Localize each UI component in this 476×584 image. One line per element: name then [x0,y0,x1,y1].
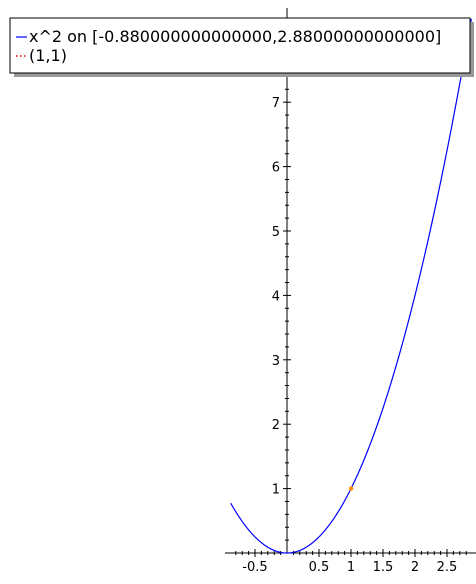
y-tick-label: 6 [272,161,280,176]
legend-box [9,17,471,74]
y-tick-label: 5 [272,225,280,240]
y-tick-label: 4 [272,289,280,304]
y-tick-label: 1 [272,483,280,498]
y-tick-label: 3 [272,354,280,369]
x-tick-label: 1.5 [373,560,394,575]
legend-label-point: (1,1) [29,46,67,65]
point-marker [348,486,354,491]
legend-label-function: x^2 on [-0.880000000000000,2.88000000000… [29,27,441,46]
legend: x^2 on [-0.880000000000000,2.88000000000… [9,17,474,77]
x-tick-label: 0.5 [309,560,330,575]
series-line-x-squared [230,18,472,554]
y-tick-label: 2 [272,418,280,433]
axes: -0.5 0.5 1 1.5 2 2.5 1 2 3 4 5 6 7 [225,8,476,575]
x-tick-label: -0.5 [242,560,267,575]
x-tick-label: 2.5 [437,560,458,575]
x-tick-label: 1 [347,560,355,575]
x-tick-label: 2 [411,560,419,575]
series-layer [230,18,472,554]
y-tick-label: 7 [272,96,280,111]
